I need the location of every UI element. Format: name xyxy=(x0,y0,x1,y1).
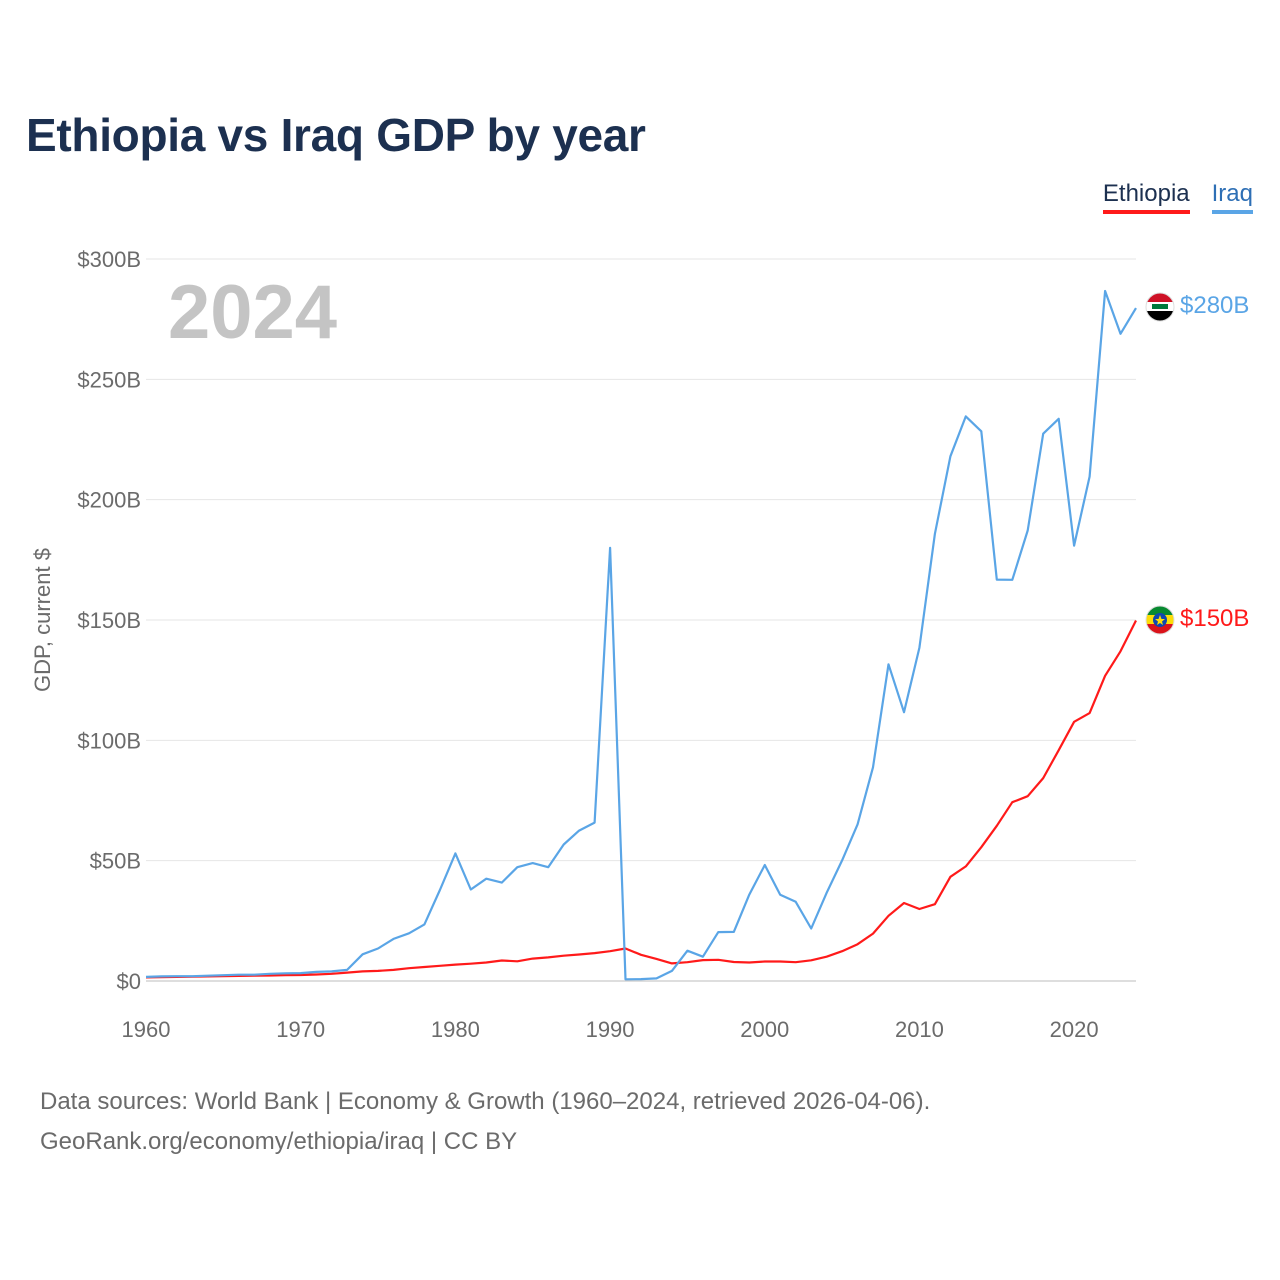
end-labels: $150B $280B xyxy=(1180,292,1249,632)
chart-title: Ethiopia vs Iraq GDP by year xyxy=(26,109,646,161)
x-tick-label: 2010 xyxy=(895,1017,944,1042)
series-line-ethiopia[interactable] xyxy=(145,620,1137,979)
grid-lines xyxy=(146,258,1136,982)
y-axis-label: GDP, current $ xyxy=(30,548,55,692)
y-tick-label: $250B xyxy=(77,367,141,392)
y-tick-label: $200B xyxy=(77,488,141,513)
data-source-line: Data sources: World Bank | Economy & Gro… xyxy=(40,1088,931,1115)
attribution-link[interactable]: GeoRank.org/economy/ethiopia/iraq | CC B… xyxy=(40,1128,518,1155)
y-tick-label: $50B xyxy=(90,849,141,874)
footer: Data sources: World Bank | Economy & Gro… xyxy=(40,1082,930,1162)
y-axis-ticks: $0 $50B $100B $150B $200B $250B $300B xyxy=(77,247,141,994)
y-tick-label: $0 xyxy=(117,969,141,994)
x-tick-label: 2000 xyxy=(740,1017,789,1042)
x-tick-label: 1970 xyxy=(276,1017,325,1042)
legend-ethiopia[interactable]: Ethiopia xyxy=(1102,180,1190,214)
series-lines xyxy=(145,289,1137,981)
y-tick-label: $300B xyxy=(77,247,141,272)
legend: Ethiopia Iraq xyxy=(1102,180,1253,214)
x-tick-label: 2020 xyxy=(1050,1017,1099,1042)
ethiopia-flag-icon xyxy=(1145,605,1175,635)
x-axis-ticks: 1960 1970 1980 1990 2000 2010 2020 xyxy=(122,1017,1099,1042)
year-watermark: 2024 xyxy=(168,270,337,355)
x-tick-label: 1960 xyxy=(122,1017,171,1042)
x-tick-label: 1980 xyxy=(431,1017,480,1042)
y-tick-label: $150B xyxy=(77,608,141,633)
series-line-iraq[interactable] xyxy=(145,289,1137,981)
end-label-iraq: $280B xyxy=(1180,292,1249,319)
legend-iraq[interactable]: Iraq xyxy=(1211,180,1253,214)
end-label-ethiopia: $150B xyxy=(1180,605,1249,632)
x-tick-label: 1990 xyxy=(586,1017,635,1042)
iraq-flag-icon xyxy=(1145,292,1175,322)
y-tick-label: $100B xyxy=(77,728,141,753)
